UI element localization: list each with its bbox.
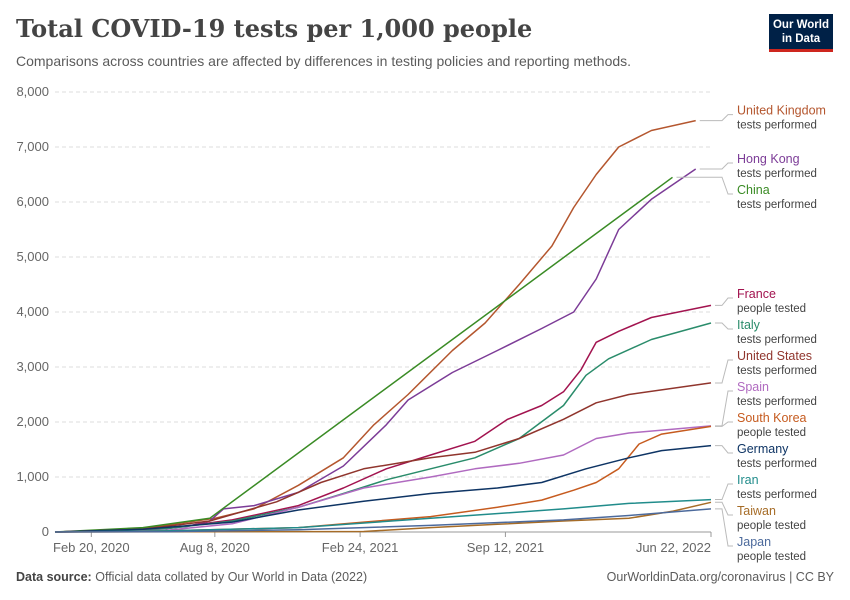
legend-connector: [715, 445, 733, 454]
legend-series-unit: tests performed: [737, 489, 817, 501]
series-line: [54, 176, 673, 533]
legend-series-unit: tests performed: [737, 396, 817, 408]
y-tick-label: 5,000: [16, 249, 49, 264]
legend-series-name: Hong Kong: [737, 152, 800, 166]
x-tick-label: Feb 24, 2021: [322, 540, 399, 555]
chart-title: Total COVID-19 tests per 1,000 people: [16, 14, 533, 43]
legend-series-name: Italy: [737, 318, 761, 332]
legend-connector: [699, 114, 733, 122]
legend-series-unit: people tested: [737, 303, 806, 315]
x-tick-label: Feb 20, 2020: [53, 540, 130, 555]
owid-logo[interactable]: Our World in Data: [769, 14, 833, 52]
y-tick-label: 8,000: [16, 84, 49, 99]
chart-subtitle: Comparisons across countries are affecte…: [16, 53, 632, 69]
legend-series-name: China: [737, 183, 770, 197]
legend-series-unit: tests performed: [737, 168, 817, 180]
legend-connector: [715, 390, 733, 427]
series-line: [54, 382, 712, 533]
series-line: [54, 508, 712, 533]
data-source-label: Data source:: [16, 570, 92, 584]
legend-connector: [699, 162, 733, 170]
series-line: [54, 304, 712, 533]
y-tick-label: 3,000: [16, 359, 49, 374]
legend-connector: [715, 483, 733, 501]
series-line: [54, 119, 696, 533]
legend-series-name: Taiwan: [737, 504, 776, 518]
data-source: Data source: Official data collated by O…: [16, 570, 367, 584]
series-line: [54, 444, 712, 533]
logo-line2: in Data: [781, 33, 821, 45]
legend-series-unit: people tested: [737, 427, 806, 439]
legend-connector: [715, 322, 733, 330]
legend-connector: [715, 359, 733, 384]
legend-series-name: United Kingdom: [737, 104, 826, 118]
x-tick-label: Jun 22, 2022: [636, 540, 711, 555]
x-tick-label: Sep 12, 2021: [467, 540, 544, 555]
legend-series-name: Spain: [737, 380, 769, 394]
legend-connector: [715, 501, 733, 516]
legend-series-unit: people tested: [737, 520, 806, 532]
legend-series-unit: tests performed: [737, 120, 817, 132]
series-line: [54, 168, 697, 533]
legend-connector: [715, 421, 733, 427]
y-tick-label: 4,000: [16, 304, 49, 319]
y-tick-label: 1,000: [16, 469, 49, 484]
legend-connector: [676, 176, 733, 195]
series-line: [54, 498, 712, 533]
legend-series-name: Iran: [737, 473, 759, 487]
legend-series-unit: tests performed: [737, 458, 817, 470]
y-tick-label: 2,000: [16, 414, 49, 429]
data-source-text: Official data collated by Our World in D…: [95, 570, 368, 584]
footer-link[interactable]: OurWorldinData.org/coronavirus | CC BY: [606, 570, 834, 584]
legend-series-unit: tests performed: [737, 334, 817, 346]
legend-series-unit: tests performed: [737, 365, 817, 377]
series-line: [54, 425, 712, 533]
logo-line1: Our World: [772, 19, 829, 31]
x-tick-label: Aug 8, 2020: [180, 540, 250, 555]
legend-series-name: France: [737, 287, 776, 301]
legend-series-name: Japan: [737, 535, 771, 549]
legend-connector: [715, 508, 733, 547]
legend-series-unit: tests performed: [737, 199, 817, 211]
legend-series-name: United States: [737, 349, 812, 363]
legend-connector: [715, 297, 733, 306]
legend-series-name: South Korea: [737, 411, 807, 425]
y-tick-label: 0: [42, 524, 49, 539]
legend-series-unit: people tested: [737, 551, 806, 563]
series-line: [54, 322, 712, 533]
y-tick-label: 6,000: [16, 194, 49, 209]
y-tick-label: 7,000: [16, 139, 49, 154]
legend-series-name: Germany: [737, 442, 789, 456]
